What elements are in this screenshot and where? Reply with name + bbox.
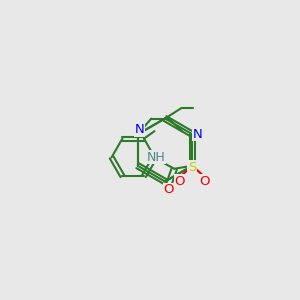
Text: N: N	[134, 123, 144, 136]
Text: N: N	[193, 128, 202, 141]
Text: O: O	[200, 175, 210, 188]
Text: NH: NH	[146, 151, 165, 164]
Text: O: O	[174, 175, 185, 188]
Text: S: S	[188, 161, 196, 174]
Text: O: O	[164, 183, 174, 196]
